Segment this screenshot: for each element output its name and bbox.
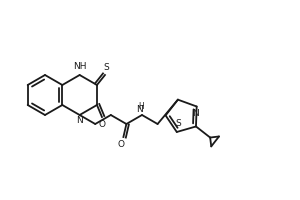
Text: H: H [138, 102, 144, 111]
Text: N: N [76, 116, 83, 125]
Text: O: O [98, 120, 106, 129]
Text: N: N [192, 109, 199, 118]
Text: NH: NH [73, 62, 86, 71]
Text: S: S [175, 119, 181, 128]
Text: S: S [103, 63, 109, 72]
Text: N: N [136, 105, 143, 114]
Text: O: O [118, 140, 125, 149]
